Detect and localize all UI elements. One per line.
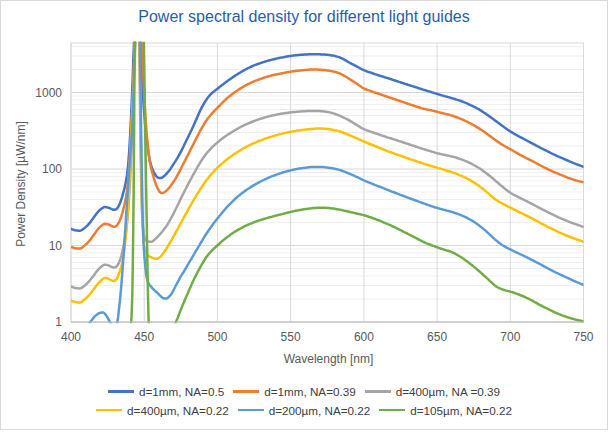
legend-label: d=105µm, NA=0.22 (410, 404, 512, 417)
y-tick-label: 10 (49, 239, 63, 253)
x-tick-label: 600 (354, 330, 374, 344)
legend-item: d=105µm, NA=0.22 (379, 404, 512, 417)
legend-label: d=400µm, NA =0.39 (396, 385, 500, 398)
legend-item: d=1mm, NA=0.5 (108, 385, 224, 398)
y-tick-label: 1 (55, 315, 62, 329)
legend-item: d=1mm, NA=0.39 (233, 385, 356, 398)
legend-swatch (238, 409, 264, 412)
legend-item: d=400µm, NA =0.39 (365, 385, 500, 398)
chart-area: Power spectral density for different lig… (0, 0, 608, 430)
legend: d=1mm, NA=0.5 d=1mm, NA=0.39 d=400µm, NA =… (1, 385, 607, 417)
x-tick-label: 500 (207, 330, 227, 344)
x-tick-label: 700 (500, 330, 520, 344)
x-tick-label: 550 (281, 330, 301, 344)
x-axis-title: Wavelength [nm] (72, 352, 585, 366)
legend-swatch (233, 390, 259, 393)
y-tick-label: 1000 (35, 86, 62, 100)
legend-row: d=400µm, NA=0.22 d=200µm, NA=0.22 d=105µm,… (96, 404, 512, 417)
legend-row: d=1mm, NA=0.5 d=1mm, NA=0.39 d=400µm, NA =… (108, 385, 500, 398)
legend-swatch (108, 390, 134, 393)
legend-swatch (379, 409, 405, 412)
legend-swatch (365, 390, 391, 393)
legend-item: d=400µm, NA=0.22 (96, 404, 229, 417)
x-tick-label: 450 (134, 330, 154, 344)
legend-swatch (96, 409, 122, 412)
y-tick-label: 100 (42, 162, 62, 176)
legend-label: d=1mm, NA=0.39 (264, 385, 356, 398)
legend-item: d=200µm, NA=0.22 (238, 404, 371, 417)
legend-label: d=1mm, NA=0.5 (139, 385, 224, 398)
legend-label: d=400µm, NA=0.22 (127, 404, 229, 417)
legend-label: d=200µm, NA=0.22 (269, 404, 371, 417)
x-tick-label: 750 (573, 330, 593, 344)
x-tick-label: 400 (61, 330, 81, 344)
x-tick-label: 650 (427, 330, 447, 344)
